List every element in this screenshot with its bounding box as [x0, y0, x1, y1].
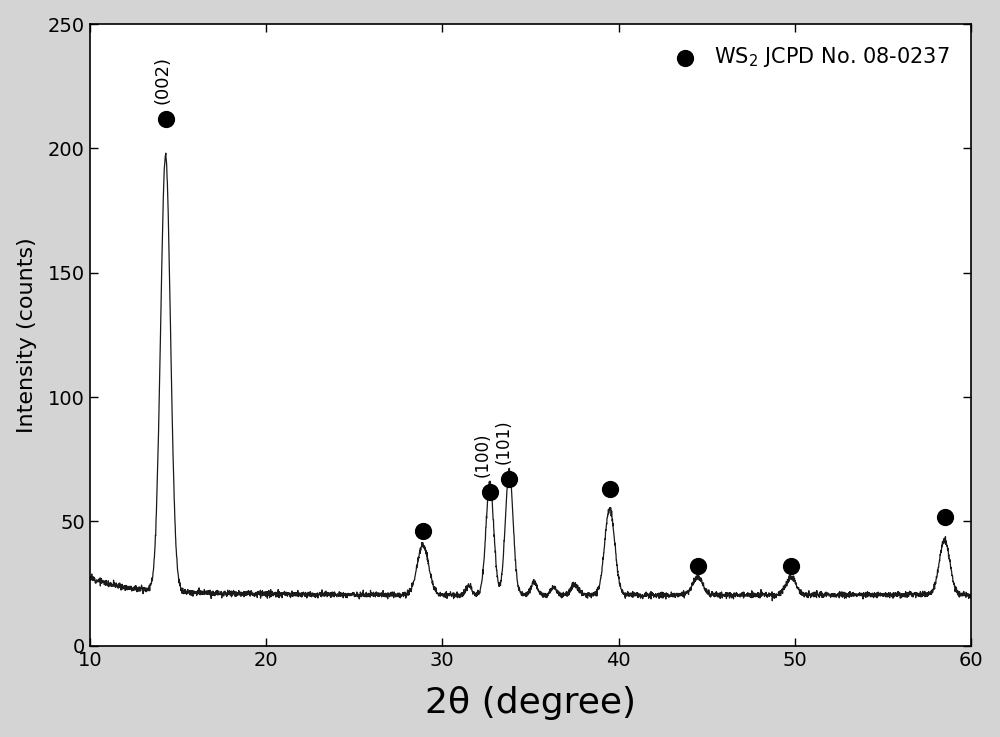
X-axis label: 2θ (degree): 2θ (degree): [425, 686, 636, 720]
Point: [158, 113, 174, 125]
Point: [482, 486, 498, 497]
Text: (101): (101): [495, 419, 513, 464]
Text: (002): (002): [153, 56, 171, 104]
Point: [937, 511, 953, 523]
Point: [690, 560, 706, 572]
Legend: WS$_2$ JCPD No. 08-0237: WS$_2$ JCPD No. 08-0237: [654, 35, 961, 80]
Point: [501, 473, 517, 485]
Text: (100): (100): [474, 432, 492, 477]
Y-axis label: Intensity (counts): Intensity (counts): [17, 237, 37, 433]
Point: [415, 525, 431, 537]
Point: [783, 560, 799, 572]
Point: [602, 483, 618, 495]
